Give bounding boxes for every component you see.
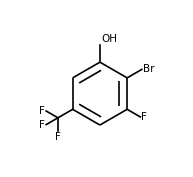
Text: F: F xyxy=(141,112,147,122)
Text: F: F xyxy=(39,106,45,116)
Text: OH: OH xyxy=(102,34,118,44)
Text: F: F xyxy=(55,132,61,142)
Text: F: F xyxy=(39,120,45,130)
Text: Br: Br xyxy=(143,64,154,74)
